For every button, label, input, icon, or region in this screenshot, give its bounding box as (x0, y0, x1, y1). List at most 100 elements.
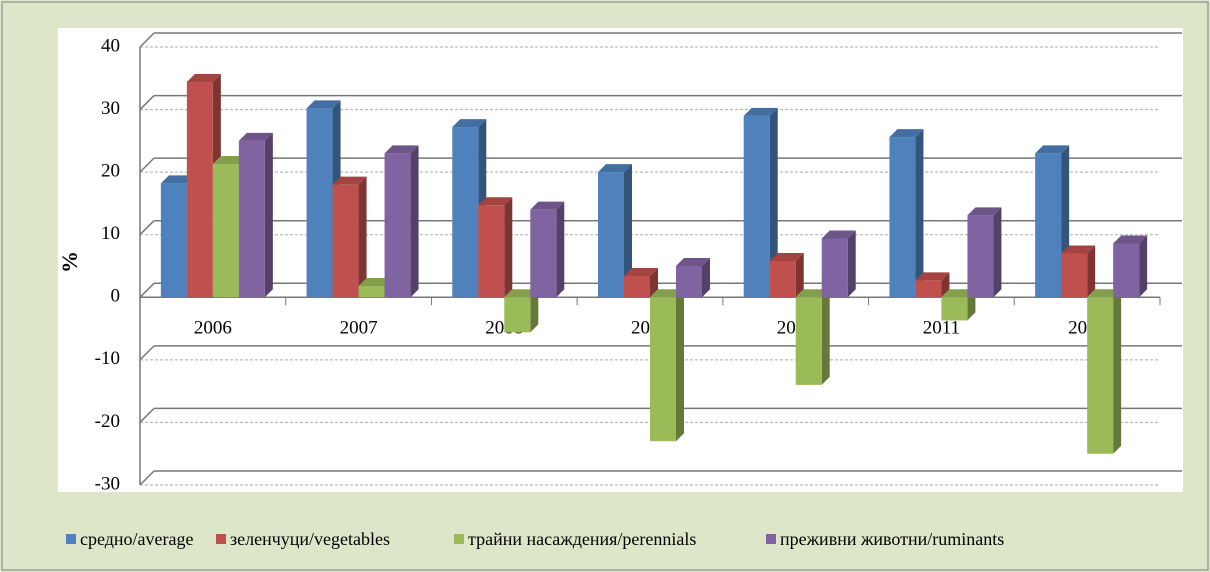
bar-top (1035, 145, 1070, 154)
bar (504, 289, 539, 333)
bar-top (186, 74, 221, 83)
bar-front (1035, 153, 1062, 298)
x-tick-label: 2006 (194, 318, 232, 339)
bar-side (410, 145, 419, 298)
bar-front (650, 297, 676, 442)
grid-line-depth (139, 470, 155, 486)
legend-swatch (766, 534, 776, 544)
bar-top (915, 272, 950, 281)
grid-line-depth (139, 157, 155, 173)
bar-side (358, 176, 367, 298)
bar-front (452, 127, 479, 298)
bar-front (624, 276, 650, 298)
bar (306, 100, 341, 298)
y-tick-label: -10 (95, 348, 120, 369)
legend-label: зеленчуци/vegetables (230, 529, 390, 549)
bar-top (306, 100, 341, 109)
bar (332, 176, 367, 298)
grid-line-depth (139, 407, 155, 423)
bar-top (821, 230, 856, 239)
bar-front (160, 183, 187, 298)
x-tick-label: 2011 (923, 318, 960, 339)
bar-front (743, 115, 770, 298)
bar-top (452, 119, 487, 128)
bar-top (1113, 235, 1148, 244)
y-tick-label: 30 (101, 98, 120, 119)
x-tick-label: 2007 (340, 318, 378, 339)
bar-top (795, 289, 830, 298)
bar-top (358, 278, 393, 287)
bar-front (1061, 253, 1088, 298)
bar (915, 272, 950, 298)
bar (821, 230, 856, 298)
bar-front (186, 82, 213, 298)
bar-side (821, 289, 830, 385)
bar-top (650, 289, 684, 298)
legend: средно/average зеленчуци/vegetables трайни… (66, 529, 1004, 549)
bar (795, 289, 830, 385)
bar-side (530, 289, 539, 333)
y-tick-label: 20 (101, 161, 120, 182)
legend-swatch (454, 534, 464, 544)
bar (238, 132, 273, 298)
bar-side (993, 207, 1002, 298)
bar (478, 197, 513, 298)
legend-label: трайни насаждения/perennials (468, 529, 696, 549)
bar (889, 129, 924, 298)
bar-front (332, 184, 359, 298)
bar-top (676, 258, 710, 266)
bar-side (676, 289, 684, 442)
grid-line-depth (139, 345, 155, 361)
bar (967, 207, 1002, 298)
y-axis-label: % (57, 251, 82, 273)
bar-side (915, 129, 924, 298)
bar-side (769, 107, 778, 298)
bar (650, 289, 684, 442)
bar-side (650, 268, 658, 298)
bar-front (769, 260, 796, 298)
bar-top (504, 289, 539, 298)
bar-side (795, 252, 804, 298)
bar (530, 201, 565, 298)
grid-line-depth (139, 220, 155, 236)
legend-swatch (66, 534, 76, 544)
bar (676, 258, 710, 298)
bar (1113, 235, 1148, 298)
grid-line-depth (139, 32, 155, 48)
bar (1087, 289, 1122, 454)
bar-front (1087, 297, 1114, 454)
bar-side (556, 201, 565, 298)
bar-top (743, 107, 778, 116)
bar (598, 164, 632, 298)
bar-top (530, 201, 565, 210)
bar-front (941, 297, 968, 321)
bar-front (598, 172, 624, 298)
bar-top (624, 268, 658, 277)
bar-top (1061, 245, 1096, 254)
bar-top (967, 207, 1002, 216)
bar-front (530, 209, 557, 298)
bar-top (332, 176, 367, 185)
bar (1061, 245, 1096, 298)
bar-top (889, 129, 924, 138)
legend-swatch (216, 534, 226, 544)
bar-front (1113, 243, 1140, 298)
bar-front (889, 137, 916, 298)
bar-top (598, 164, 632, 173)
bar-top (212, 156, 247, 165)
legend-label: преживни животни/ruminants (780, 529, 1004, 549)
bar-top (160, 175, 195, 184)
y-tick-label: 10 (101, 223, 120, 244)
bar-front (795, 297, 822, 385)
bar-front (384, 153, 411, 298)
grid-line-depth (139, 95, 155, 111)
y-tick-label: -30 (95, 473, 120, 494)
bar (743, 107, 778, 298)
bar-side (702, 258, 710, 298)
legend-label: средно/average (80, 529, 193, 549)
bar-top (384, 145, 419, 154)
y-tick-label: -20 (95, 411, 120, 432)
bar-front (676, 266, 702, 298)
bar-side (847, 230, 856, 298)
